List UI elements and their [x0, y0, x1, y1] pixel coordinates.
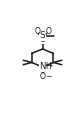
Text: +: +: [48, 63, 54, 68]
Text: O: O: [34, 27, 40, 36]
Text: O: O: [40, 72, 45, 81]
Text: H: H: [45, 61, 51, 71]
Text: O: O: [39, 35, 46, 44]
Text: −: −: [46, 73, 52, 82]
Text: O: O: [45, 27, 51, 36]
Text: S: S: [40, 31, 45, 40]
Text: N: N: [39, 63, 46, 72]
